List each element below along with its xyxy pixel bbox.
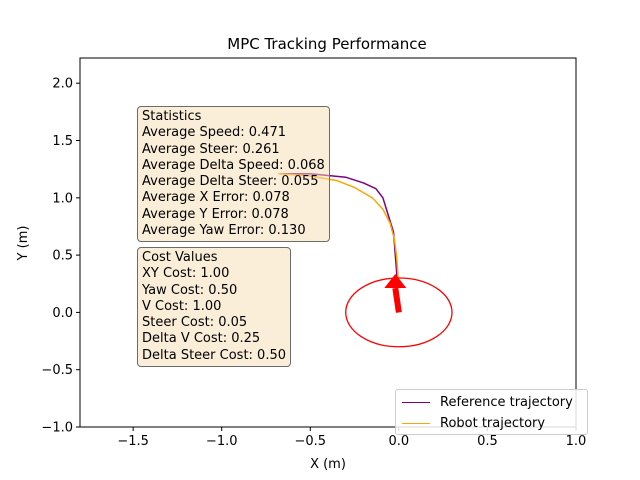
- robot-layer: [345, 274, 453, 348]
- x-tick-label: 1.0: [566, 434, 587, 449]
- y-tick-label: 0.0: [52, 306, 73, 321]
- x-tick-label: −1.0: [206, 434, 238, 449]
- y-tick-label: 2.0: [52, 77, 73, 92]
- chart-title: MPC Tracking Performance: [227, 35, 427, 53]
- x-tick-label: 0.5: [477, 434, 498, 449]
- legend-swatch-reference: [402, 401, 430, 403]
- legend: Reference trajectory Robot trajectory: [395, 389, 588, 435]
- y-axis-label: Y (m): [16, 226, 31, 262]
- robot-heading-arrowhead: [384, 274, 407, 289]
- legend-swatch-robot: [402, 422, 430, 424]
- average-steer: Average Steer: 0.261: [142, 141, 280, 157]
- y-tick-label: 0.5: [52, 249, 73, 264]
- statistics-header: Statistics: [142, 109, 202, 124]
- robot-footprint-circle: [345, 277, 453, 348]
- y-tick-label: −1.0: [41, 421, 73, 436]
- average-delta-steer: Average Delta Steer: 0.055: [142, 174, 319, 190]
- plot-frame: [79, 57, 577, 428]
- steer-cost: Steer Cost: 0.05: [142, 315, 248, 331]
- delta-steer-cost: Delta Steer Cost: 0.50: [142, 347, 286, 363]
- legend-label-reference: Reference trajectory: [440, 394, 573, 410]
- y-tick-label: 1.0: [52, 191, 73, 206]
- y-tick-label: −0.5: [41, 363, 73, 378]
- average-x-error: Average X Error: 0.078: [142, 190, 290, 206]
- average-delta-speed: Average Delta Speed: 0.068: [142, 157, 325, 173]
- x-tick-label: −1.5: [117, 434, 149, 449]
- legend-item-robot: Robot trajectory: [402, 415, 545, 431]
- x-tick-label: −0.5: [294, 434, 326, 449]
- x-tick-label: 0.0: [389, 434, 410, 449]
- legend-label-robot: Robot trajectory: [440, 415, 546, 431]
- v-cost: V Cost: 1.00: [142, 298, 222, 314]
- robot-heading-shaft: [392, 287, 402, 313]
- y-axis-ticks: −1.0 −0.5 0.0 0.5 1.0 1.5 2.0: [41, 77, 80, 436]
- x-axis-label: X (m): [310, 457, 346, 472]
- yaw-cost: Yaw Cost: 0.50: [142, 282, 238, 298]
- y-tick-label: 1.5: [52, 134, 73, 149]
- legend-item-reference: Reference trajectory: [402, 394, 573, 410]
- average-y-error: Average Y Error: 0.078: [142, 206, 289, 222]
- delta-v-cost: Delta V Cost: 0.25: [142, 331, 261, 347]
- statistics-box: Statistics Average Speed: 0.471 Average …: [137, 106, 330, 243]
- average-speed: Average Speed: 0.471: [142, 125, 286, 141]
- cost-values-header: Cost Values: [142, 250, 218, 265]
- reference-trajectory-line: [278, 172, 400, 285]
- average-yaw-error: Average Yaw Error: 0.130: [142, 223, 306, 239]
- cost-values-box: Cost Values XY Cost: 1.00 Yaw Cost: 0.50…: [137, 247, 291, 368]
- xy-cost: XY Cost: 1.00: [142, 266, 230, 282]
